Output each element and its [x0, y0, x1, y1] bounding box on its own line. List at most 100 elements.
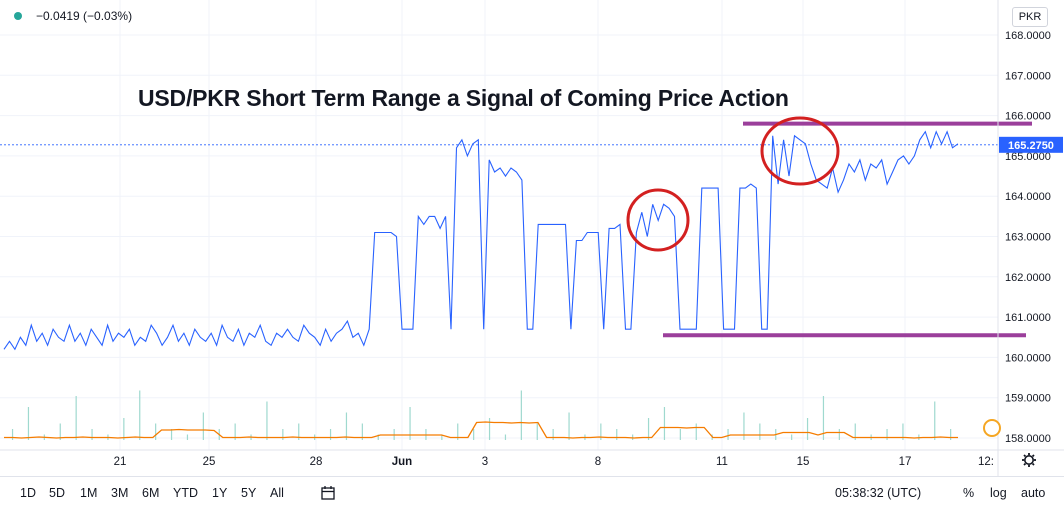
price-chart[interactable]: 158.0000 159.0000 160.0000 161.0000 162.0000…: [0, 0, 1064, 476]
volume-bar: [266, 401, 268, 440]
y-tick-label: 159.0000: [1005, 393, 1051, 405]
last-price-label: 165.2750: [1008, 140, 1054, 152]
range-button-6m[interactable]: 6M: [142, 486, 160, 500]
range-button-ytd[interactable]: YTD: [173, 486, 198, 500]
volume-bar: [27, 407, 30, 440]
y-tick-label: 158.0000: [1005, 433, 1051, 445]
volume-bar: [457, 423, 459, 440]
volume-bar: [568, 412, 570, 440]
volume-bar: [616, 429, 618, 440]
volume-bar: [75, 396, 77, 440]
x-tick-label: 3: [482, 456, 488, 468]
volume-bar: [552, 429, 554, 440]
volume-bar: [679, 429, 681, 440]
log-scale-toggle[interactable]: log: [990, 486, 1007, 500]
x-tick-label: 25: [203, 456, 216, 468]
volume-bar: [950, 429, 952, 440]
y-tick-label: 163.0000: [1005, 232, 1051, 244]
volume-bar: [759, 423, 761, 440]
volume-bar: [806, 418, 809, 440]
volume-bar: [11, 429, 14, 440]
x-tick-label: 28: [310, 456, 323, 468]
volume-bar: [695, 423, 697, 440]
utc-clock[interactable]: 05:38:32 (UTC): [835, 486, 922, 500]
grid-lines: [0, 0, 998, 450]
currency-badge: PKR: [1012, 7, 1048, 27]
range-button-1y[interactable]: 1Y: [212, 486, 228, 500]
volume-bar: [520, 390, 522, 440]
volume-bar: [838, 429, 840, 440]
range-button-1d[interactable]: 1D: [20, 486, 36, 500]
price-line: [3, 130, 959, 351]
scroll-to-realtime-icon[interactable]: [983, 419, 1001, 437]
annotation-title: USD/PKR Short Term Range a Signal of Com…: [138, 85, 789, 111]
x-tick-label: 11: [716, 456, 728, 468]
volume-bar: [663, 407, 666, 440]
x-tick-label: 12:: [978, 456, 994, 468]
volume-bar: [123, 418, 125, 440]
range-button-1m[interactable]: 1M: [80, 486, 98, 500]
volume-bar: [822, 396, 825, 440]
volume-bar: [886, 429, 888, 440]
volume-bar: [155, 423, 157, 440]
volume-bar: [934, 401, 936, 440]
volume-bar: [791, 434, 793, 440]
volume-bar: [298, 423, 300, 440]
x-tick-label: 15: [797, 456, 810, 468]
volume-bar: [361, 423, 363, 440]
volume-bar: [409, 407, 411, 440]
y-tick-label: 164.0000: [1005, 191, 1051, 203]
volume-bar: [441, 434, 443, 440]
volume-bar: [139, 390, 141, 440]
price-change: −0.0419 (−0.03%): [36, 9, 133, 23]
volume-line: [4, 421, 958, 439]
x-tick-label: 8: [595, 456, 601, 468]
range-button-5y[interactable]: 5Y: [241, 486, 257, 500]
y-tick-label: 168.0000: [1005, 30, 1051, 42]
x-tick-label: 17: [899, 456, 912, 468]
y-tick-label: 167.0000: [1005, 70, 1051, 82]
highlight-circle-right[interactable]: [760, 116, 840, 186]
volume-bar: [632, 434, 634, 440]
volume-bar: [202, 412, 204, 440]
percent-scale-toggle[interactable]: %: [963, 486, 975, 500]
highlight-circle-left[interactable]: [626, 188, 690, 252]
y-tick-label: 161.0000: [1005, 312, 1051, 324]
volume-bar: [600, 423, 602, 440]
volume-bar: [186, 434, 189, 440]
bottom-toolbar: 1D 5D 1M 3M 6M YTD 1Y 5Y All 05:38:32 (U…: [0, 476, 1064, 513]
settings-gear-icon[interactable]: [1022, 453, 1036, 467]
volume-bar: [647, 418, 650, 440]
date-range-icon[interactable]: [320, 485, 336, 501]
y-tick-label: 166.0000: [1005, 111, 1051, 123]
volume-bar: [536, 423, 538, 440]
volume-bar: [59, 423, 61, 440]
volume-bar: [727, 429, 729, 440]
volume-bar: [504, 434, 507, 440]
volume-bar: [91, 429, 93, 440]
price-axis[interactable]: 158.0000 159.0000 160.0000 161.0000 162.0000…: [1005, 30, 1051, 445]
range-button-all[interactable]: All: [270, 486, 284, 500]
volume-bar: [377, 434, 379, 440]
range-button-3m[interactable]: 3M: [111, 486, 129, 500]
volume-bar: [329, 429, 332, 440]
x-tick-label: 21: [114, 456, 127, 468]
status-dot-icon: [14, 12, 22, 20]
volume-bar: [488, 418, 491, 440]
time-axis[interactable]: 21 25 28 Jun 3 8 11 15 17 12:: [114, 456, 994, 468]
auto-scale-toggle[interactable]: auto: [1021, 486, 1046, 500]
range-button-5d[interactable]: 5D: [49, 486, 65, 500]
volume-bar: [234, 423, 236, 440]
volume-bar: [345, 412, 348, 440]
y-tick-label: 165.0000: [1005, 151, 1051, 163]
y-tick-label: 162.0000: [1005, 272, 1051, 284]
volume-bar: [282, 429, 284, 440]
volume-bar: [902, 423, 904, 440]
volume-bar: [854, 423, 856, 440]
x-tick-label: Jun: [392, 456, 412, 468]
last-price-badge: 165.2750: [999, 136, 1063, 153]
volume-bar: [743, 412, 745, 440]
volume-bar: [170, 429, 173, 440]
y-tick-label: 160.0000: [1005, 352, 1051, 364]
volume-bar: [473, 429, 475, 440]
